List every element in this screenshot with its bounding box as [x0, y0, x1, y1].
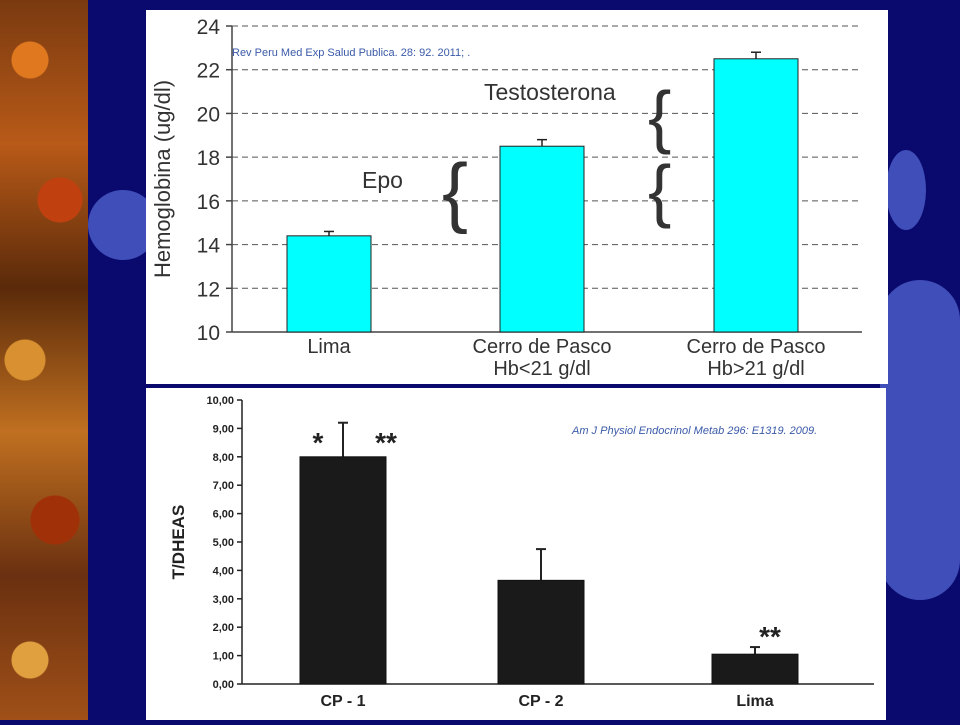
- x-tick-label: CP - 2: [518, 693, 563, 710]
- x-tick-label: Cerro de Pasco: [473, 336, 612, 358]
- y-tick-label: 8,00: [213, 452, 234, 464]
- hemoglobin-bar-chart: 10 12 14 16 18 20 22 24 Hemoglobina (ug/dl) Lima C…: [150, 16, 862, 380]
- y-tick-label: 16: [197, 191, 220, 214]
- y-tick-label: 12: [197, 278, 220, 301]
- decorative-gear-strip: [0, 0, 88, 720]
- y-tick-label: 3,00: [213, 594, 234, 606]
- hemoglobin-chart-panel: 10 12 14 16 18 20 22 24 Hemoglobina (ug/dl) Lima C…: [146, 10, 888, 384]
- bar: [299, 456, 387, 685]
- y-tick-label: 10: [197, 322, 220, 345]
- brace-testosterona-lower: {: [648, 151, 671, 229]
- y-tick-label: 4,00: [213, 565, 234, 577]
- bar: [286, 235, 372, 333]
- y-tick-label: 7,00: [213, 480, 234, 492]
- y-tick-label: 2,00: [213, 622, 234, 634]
- bar: [713, 58, 799, 333]
- bar: [499, 145, 585, 333]
- brace-epo: {: [442, 147, 468, 235]
- citation-text: Am J Physiol Endocrinol Metab 296: E1319…: [571, 425, 817, 437]
- y-tick-label: 22: [197, 60, 220, 83]
- decorative-gear: [880, 280, 960, 600]
- bar: [711, 653, 799, 685]
- y-tick-label: 10,00: [206, 395, 234, 407]
- x-tick-label: Hb<21 g/dl: [493, 358, 590, 380]
- y-tick-label: 9,00: [213, 423, 234, 435]
- significance-marker: **: [759, 621, 781, 652]
- significance-marker: **: [375, 427, 397, 458]
- y-axis-label: T/DHEAS: [169, 505, 188, 580]
- x-tick-label: Lima: [307, 336, 351, 358]
- bar: [497, 579, 585, 685]
- annotation-testosterona: Testosterona: [484, 79, 616, 105]
- x-tick-label: Cerro de Pasco: [687, 336, 826, 358]
- y-tick-label: 14: [197, 235, 221, 258]
- t-dheas-chart-panel: 0,00 1,00 2,00 3,00 4,00 5,00 6,00 7,00 8,00 9,00…: [146, 388, 886, 720]
- y-tick-label: 0,00: [213, 679, 234, 691]
- citation-text: Rev Peru Med Exp Salud Publica. 28: 92. …: [232, 47, 470, 59]
- x-tick-label: CP - 1: [320, 693, 365, 710]
- y-tick-label: 6,00: [213, 509, 234, 521]
- significance-marker: *: [313, 427, 324, 458]
- y-tick-label: 24: [197, 16, 221, 39]
- x-tick-label: Hb>21 g/dl: [707, 358, 804, 380]
- brace-testosterona-upper: {: [648, 77, 671, 155]
- decorative-gear: [886, 150, 926, 230]
- y-tick-label: 1,00: [213, 651, 234, 663]
- y-tick-label: 5,00: [213, 537, 234, 549]
- annotation-epo: Epo: [362, 167, 403, 193]
- y-axis-label: Hemoglobina (ug/dl): [150, 80, 175, 278]
- t-dheas-bar-chart: 0,00 1,00 2,00 3,00 4,00 5,00 6,00 7,00 8,00 9,00…: [169, 395, 874, 710]
- y-tick-label: 20: [197, 103, 220, 126]
- x-tick-label: Lima: [736, 693, 773, 710]
- y-tick-label: 18: [197, 147, 220, 170]
